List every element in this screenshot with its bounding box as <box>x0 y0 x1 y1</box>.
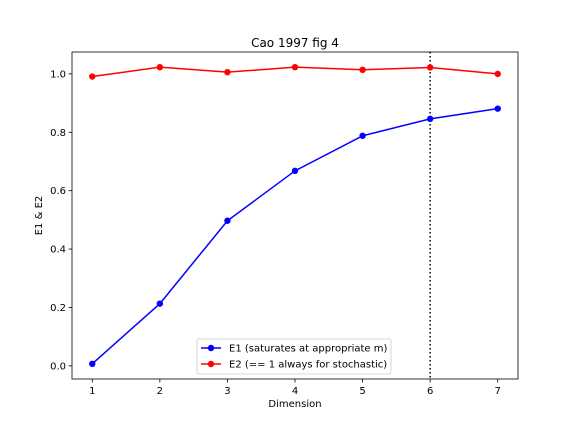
x-axis-label: Dimension <box>268 399 321 410</box>
data-point <box>224 217 231 224</box>
x-tick-label: 6 <box>427 386 433 397</box>
data-point <box>89 360 96 368</box>
plot-area <box>89 52 501 379</box>
data-point <box>156 300 164 307</box>
data-point <box>291 167 299 175</box>
y-tick-label: 0.6 <box>50 186 66 197</box>
y-axis-label: E1 & E2 <box>34 196 45 236</box>
data-point <box>156 63 164 71</box>
legend-label-e1: E1 (saturates at appropriate m) <box>229 344 387 355</box>
legend-box <box>196 338 392 375</box>
data-point <box>89 73 96 80</box>
x-tick-label: 1 <box>89 386 95 397</box>
x-tick-label: 7 <box>495 386 501 397</box>
legend: E1 (saturates at appropriate m) E2 (== 1… <box>196 338 392 375</box>
legend-marker-e1 <box>207 344 215 352</box>
legend-label-e2: E2 (== 1 always for stochastic) <box>229 360 387 371</box>
y-tick-label: 0.0 <box>50 361 66 372</box>
x-tick-label: 2 <box>157 386 163 397</box>
data-point <box>359 66 366 74</box>
data-point <box>426 64 434 71</box>
legend-marker-e2 <box>207 360 215 368</box>
y-tick-label: 0.2 <box>50 303 66 314</box>
chart-title: Cao 1997 fig 4 <box>251 36 339 50</box>
x-tick-label: 5 <box>359 386 365 397</box>
data-point <box>426 115 434 123</box>
y-tick-label: 1.0 <box>50 69 66 80</box>
data-point <box>359 132 366 139</box>
x-tick-label: 4 <box>292 386 298 397</box>
axis-ticks: 1 2 3 4 5 6 7 0.0 0.2 0.4 0.6 0.8 1.0 <box>50 69 501 397</box>
y-tick-label: 0.4 <box>50 245 66 256</box>
data-point <box>224 68 231 76</box>
data-point <box>291 63 299 71</box>
series-line-1 <box>91 107 498 365</box>
data-point <box>494 105 501 112</box>
axes-frame <box>71 51 519 380</box>
y-tick-label: 0.8 <box>50 128 66 139</box>
x-tick-label: 3 <box>224 386 230 397</box>
data-point <box>494 70 501 78</box>
